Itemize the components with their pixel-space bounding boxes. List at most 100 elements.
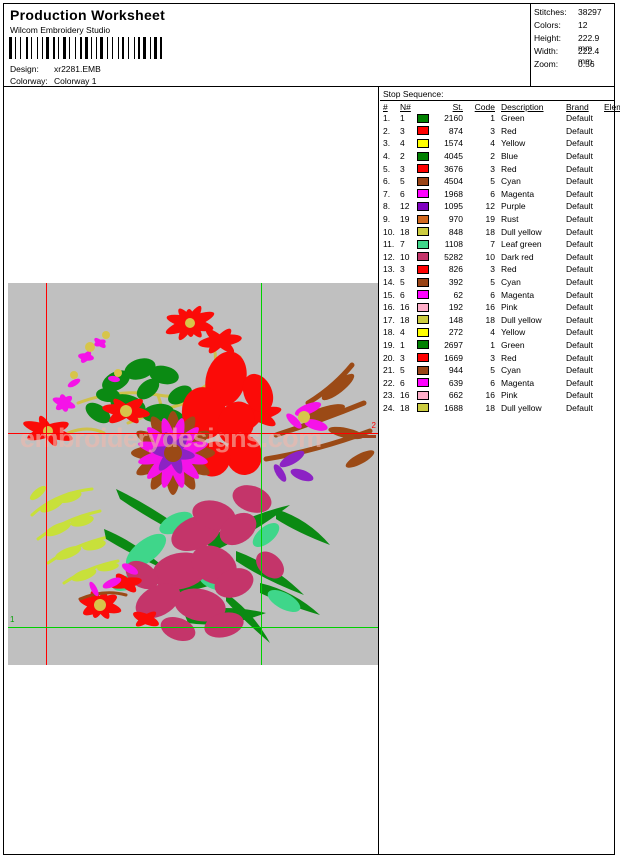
thread-brand: Default [566, 302, 593, 313]
barcode-bar [58, 37, 59, 59]
design-label: Design: [10, 64, 39, 74]
element-name [602, 364, 620, 377]
stitch-count: 944 [448, 365, 463, 376]
color-swatch-cell [417, 251, 433, 264]
table-row[interactable]: 19. 1 2697 1 Green Default [380, 339, 620, 352]
table-row[interactable]: 12. 10 5282 10 Dark red Default [380, 251, 620, 264]
thread-brand: Default [566, 188, 593, 199]
element-name [602, 162, 620, 175]
stitch-count: 2697 [444, 339, 463, 350]
table-row[interactable]: 10. 18 848 18 Dull yellow Default [380, 225, 620, 238]
thread-brand: Default [566, 138, 593, 149]
color-description: Dull yellow [501, 402, 542, 413]
barcode-bar [134, 37, 135, 59]
table-row[interactable]: 5. 3 3676 3 Red Default [380, 162, 620, 175]
color-swatch-cell [417, 137, 433, 150]
colorway-label: Colorway: [10, 76, 48, 86]
thread-brand: Default [566, 113, 593, 124]
table-row[interactable]: 18. 4 272 4 Yellow Default [380, 326, 620, 339]
color-description: Dull yellow [501, 314, 542, 325]
thread-brand: Default [566, 125, 593, 136]
needle-number: 7 [400, 239, 405, 250]
row-index: 21. [383, 365, 395, 376]
color-description: Blue [501, 151, 519, 162]
needle-number: 6 [400, 289, 405, 300]
table-row[interactable]: 24. 18 1688 18 Dull yellow Default [380, 402, 620, 415]
table-row[interactable]: 15. 6 62 6 Magenta Default [380, 288, 620, 301]
color-swatch-cell [417, 376, 433, 389]
barcode-bar [112, 37, 113, 59]
stat-value: 222.9 mm [578, 33, 600, 53]
stitch-count: 874 [448, 125, 463, 136]
row-index: 6. [383, 176, 391, 187]
color-swatch [417, 176, 429, 186]
color-code: 18 [485, 226, 495, 237]
table-row[interactable]: 2. 3 874 3 Red Default [380, 125, 620, 138]
table-row[interactable]: 4. 2 4045 2 Blue Default [380, 150, 620, 163]
table-row[interactable]: 20. 3 1669 3 Red Default [380, 351, 620, 364]
color-code: 18 [485, 402, 495, 413]
color-code: 3 [490, 125, 495, 136]
color-code: 10 [485, 251, 495, 262]
stat-label: Width: [534, 46, 559, 56]
element-name [602, 188, 620, 201]
needle-number: 4 [400, 327, 405, 338]
colorway-value: Colorway 1 [54, 76, 97, 86]
table-row[interactable]: 3. 4 1574 4 Yellow Default [380, 137, 620, 150]
stat-row: Width: 222.4 mm [534, 46, 614, 66]
column-header: Element [604, 102, 620, 112]
table-row[interactable]: 6. 5 4504 5 Cyan Default [380, 175, 620, 188]
thread-brand: Default [566, 365, 593, 376]
color-code: 3 [490, 163, 495, 174]
element-name [602, 150, 620, 163]
barcode-bar [160, 37, 162, 59]
design-canvas[interactable]: embroiderydesigns.com 2 1 [8, 283, 378, 665]
column-header: # [383, 102, 388, 112]
thread-brand: Default [566, 352, 593, 363]
row-index: 10. [383, 226, 395, 237]
stat-value: 12 [578, 20, 588, 30]
stitch-count: 148 [448, 314, 463, 325]
barcode-bar [118, 37, 119, 59]
table-row[interactable]: 7. 6 1968 6 Magenta Default [380, 188, 620, 201]
color-code: 5 [490, 277, 495, 288]
color-swatch [417, 302, 429, 312]
stitch-count: 1095 [444, 201, 463, 212]
table-row[interactable]: 23. 16 662 16 Pink Default [380, 389, 620, 402]
table-row[interactable]: 17. 18 148 18 Dull yellow Default [380, 314, 620, 327]
color-swatch [417, 277, 429, 287]
color-swatch [417, 390, 429, 400]
color-swatch-cell [417, 276, 433, 289]
table-row[interactable]: 8. 12 1095 12 Purple Default [380, 200, 620, 213]
stitch-count: 3676 [444, 163, 463, 174]
element-name [602, 263, 620, 276]
color-swatch [417, 340, 429, 350]
row-index: 19. [383, 339, 395, 350]
element-name [602, 213, 620, 226]
element-name [602, 402, 620, 415]
stitch-count: 272 [448, 327, 463, 338]
thread-brand: Default [566, 163, 593, 174]
barcode-bar [46, 37, 49, 59]
table-row[interactable]: 1. 1 2160 1 Green Default [380, 112, 620, 125]
embroidery-design-artwork [23, 305, 375, 643]
barcode-bar [69, 37, 70, 59]
table-row[interactable]: 9. 19 970 19 Rust Default [380, 213, 620, 226]
color-swatch [417, 365, 429, 375]
color-swatch-cell [417, 263, 433, 276]
stitch-count: 5282 [444, 251, 463, 262]
table-row[interactable]: 21. 5 944 5 Cyan Default [380, 364, 620, 377]
row-index: 16. [383, 302, 395, 313]
row-index: 8. [383, 201, 391, 212]
table-row[interactable]: 13. 3 826 3 Red Default [380, 263, 620, 276]
table-header-row: # N# St. Code Description Brand Element [380, 101, 620, 112]
thread-brand: Default [566, 201, 593, 212]
table-row[interactable]: 14. 5 392 5 Cyan Default [380, 276, 620, 289]
table-row[interactable]: 22. 6 639 6 Magenta Default [380, 376, 620, 389]
color-swatch-cell [417, 326, 433, 339]
color-code: 4 [490, 327, 495, 338]
row-index: 5. [383, 163, 391, 174]
table-row[interactable]: 11. 7 1108 7 Leaf green Default [380, 238, 620, 251]
color-swatch [417, 138, 429, 148]
table-row[interactable]: 16. 16 192 16 Pink Default [380, 301, 620, 314]
